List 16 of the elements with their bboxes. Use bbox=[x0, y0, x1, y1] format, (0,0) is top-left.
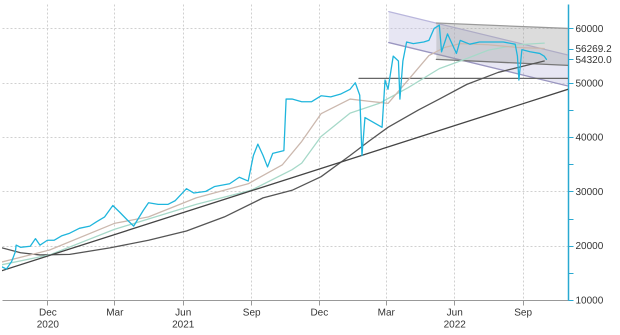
y-tick-label: 40000 bbox=[576, 132, 604, 144]
y-tick-label: 54320.0 bbox=[576, 54, 612, 66]
y-tick-label: 30000 bbox=[576, 186, 604, 198]
y-tick-label: 56269.2 bbox=[576, 44, 612, 56]
y-tick-label: 60000 bbox=[576, 24, 604, 35]
x-tick-label: Mar bbox=[378, 308, 396, 318]
x-tick-label: Jun 2021 bbox=[172, 308, 195, 330]
y-tick-label: 20000 bbox=[576, 241, 604, 252]
x-tick-label: Mar bbox=[106, 308, 124, 318]
x-tick-label: Dec bbox=[310, 308, 328, 318]
y-tick-label: 50000 bbox=[576, 78, 604, 90]
x-tick-label: Dec 2020 bbox=[36, 308, 60, 330]
x-tick-label: Sep bbox=[242, 308, 261, 318]
y-tick-label: 10000 bbox=[576, 296, 604, 306]
x-tick-label: Jun 2022 bbox=[444, 308, 466, 330]
x-tick-label: Sep bbox=[514, 308, 532, 318]
